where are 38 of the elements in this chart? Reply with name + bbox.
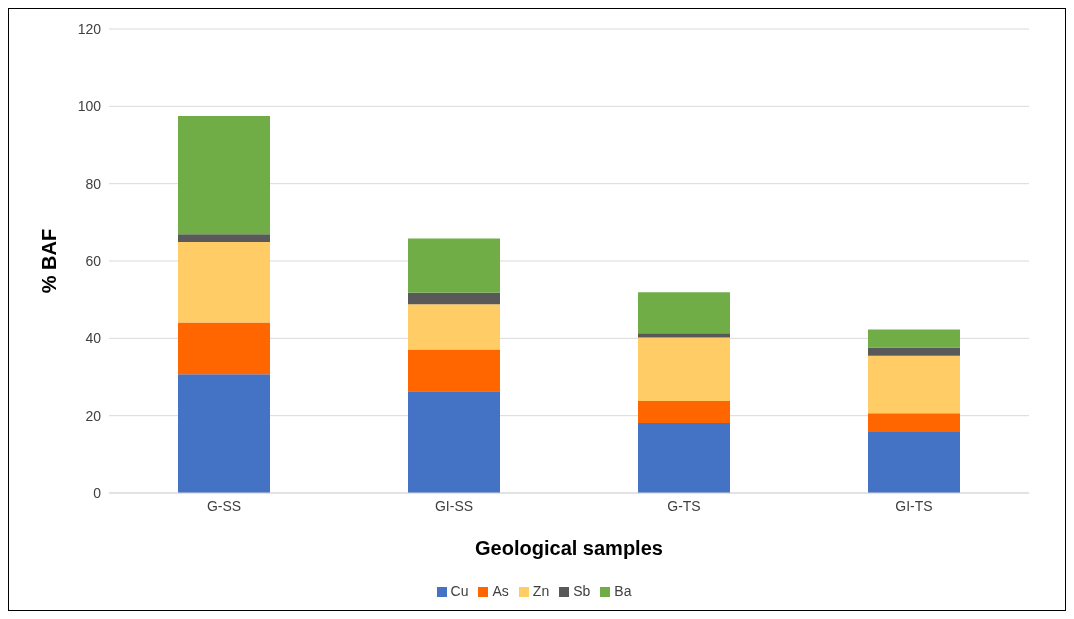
y-tick-label: 120 bbox=[77, 20, 102, 37]
legend-label: Zn bbox=[532, 583, 550, 599]
bar bbox=[178, 116, 270, 235]
bar bbox=[868, 413, 960, 432]
bar bbox=[638, 333, 730, 338]
x-axis-title: Geological samples bbox=[475, 537, 663, 559]
bar bbox=[638, 423, 730, 493]
bar bbox=[408, 292, 500, 305]
bar bbox=[868, 329, 960, 348]
bar bbox=[408, 238, 500, 293]
bar bbox=[178, 322, 270, 375]
y-tick-label: 0 bbox=[93, 484, 102, 501]
bar bbox=[868, 355, 960, 414]
bar bbox=[178, 242, 270, 323]
bar bbox=[178, 234, 270, 243]
legend-label: Cu bbox=[450, 583, 469, 599]
y-tick-label: 60 bbox=[85, 252, 102, 269]
legend-label: As bbox=[492, 583, 509, 599]
y-axis-title: % BAF bbox=[38, 228, 61, 294]
bar bbox=[408, 304, 500, 350]
bar bbox=[638, 337, 730, 401]
y-tick-label: 40 bbox=[85, 330, 102, 347]
bar bbox=[638, 292, 730, 334]
legend-label: Ba bbox=[614, 583, 632, 599]
legend-label: Sb bbox=[573, 583, 591, 599]
bar bbox=[638, 400, 730, 424]
y-tick-label: 20 bbox=[85, 407, 102, 424]
y-tick-label: 100 bbox=[77, 98, 102, 115]
x-tick-label: G-SS bbox=[206, 497, 242, 514]
bar bbox=[868, 347, 960, 356]
x-tick-label: G-TS bbox=[667, 497, 701, 514]
bar bbox=[408, 391, 500, 493]
bar bbox=[868, 431, 960, 493]
x-tick-label: GI-SS bbox=[434, 497, 474, 514]
y-tick-label: 80 bbox=[85, 175, 102, 192]
x-tick-label: GI-TS bbox=[895, 497, 933, 514]
bar bbox=[178, 374, 270, 493]
bar bbox=[408, 349, 500, 392]
